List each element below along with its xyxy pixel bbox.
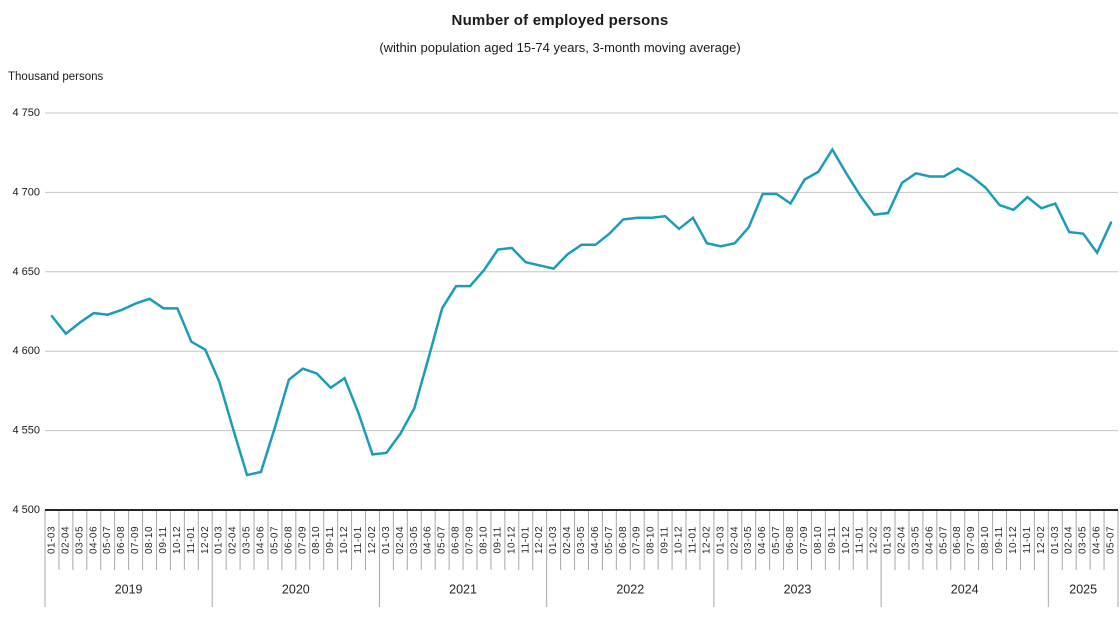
month-tick-label: 10-12 [172, 526, 183, 554]
month-tick-label: 12-02 [869, 526, 880, 554]
month-tick-label: 10-12 [841, 526, 852, 554]
month-tick-label: 01-03 [381, 526, 392, 554]
month-tick-label: 03-05 [576, 526, 587, 554]
month-tick-label: 04-06 [924, 526, 935, 554]
employment-line-series [50, 147, 1113, 477]
month-tick-label: 06-08 [618, 526, 629, 554]
month-tick-label: 06-08 [116, 526, 127, 554]
month-tick-label: 05-07 [604, 526, 615, 554]
y-tick-label: 4 600 [12, 345, 40, 357]
month-tick-label: 03-05 [1078, 526, 1089, 554]
month-tick-label: 08-10 [144, 526, 155, 554]
month-tick-label: 04-06 [590, 526, 601, 554]
month-tick-label: 07-09 [297, 526, 308, 554]
month-tick-label: 05-07 [437, 526, 448, 554]
month-tick-label: 09-11 [994, 526, 1005, 553]
month-tick-label: 12-02 [701, 526, 712, 554]
month-tick-label: 03-05 [409, 526, 420, 554]
month-tick-label: 12-02 [367, 526, 378, 554]
month-tick-label: 05-07 [1106, 526, 1117, 554]
month-tick-label: 10-12 [674, 526, 685, 554]
month-tick-label: 10-12 [339, 526, 350, 554]
month-tick-label: 09-11 [158, 526, 169, 553]
y-tick-label: 4 500 [12, 504, 40, 516]
month-tick-label: 06-08 [283, 526, 294, 554]
month-tick-label: 03-05 [74, 526, 85, 554]
month-tick-label: 07-09 [130, 526, 141, 554]
month-tick-label: 12-02 [200, 526, 211, 554]
month-tick-label: 06-08 [952, 526, 963, 554]
month-tick-label: 03-05 [242, 526, 253, 554]
month-tick-label: 01-03 [46, 526, 57, 554]
month-tick-label: 02-04 [60, 526, 71, 554]
month-tick-label: 09-11 [660, 526, 671, 553]
month-tick-label: 11-01 [520, 526, 531, 553]
chart-title: Number of employed persons [451, 12, 669, 29]
year-label: 2021 [449, 583, 477, 597]
month-tick-label: 11-01 [855, 526, 866, 553]
month-tick-label: 10-12 [506, 526, 517, 554]
month-tick-label: 11-01 [1022, 526, 1033, 553]
year-label: 2022 [616, 583, 644, 597]
month-tick-label: 04-06 [255, 526, 266, 554]
y-axis-unit-label: Thousand persons [8, 71, 104, 83]
month-tick-label: 07-09 [632, 526, 643, 554]
month-tick-label: 08-10 [980, 526, 991, 554]
y-tick-label: 4 750 [12, 107, 40, 119]
month-tick-label: 02-04 [1064, 526, 1075, 554]
year-label: 2020 [282, 583, 310, 597]
month-tick-label: 01-03 [1050, 526, 1061, 554]
month-tick-label: 01-03 [548, 526, 559, 554]
month-tick-label: 11-01 [687, 526, 698, 553]
month-tick-label: 01-03 [214, 526, 225, 554]
year-label: 2025 [1069, 583, 1097, 597]
chart-subtitle: (within population aged 15-74 years, 3-m… [379, 40, 741, 55]
month-tick-label: 02-04 [395, 526, 406, 554]
month-tick-label: 06-08 [785, 526, 796, 554]
month-tick-label: 05-07 [771, 526, 782, 554]
month-tick-label: 08-10 [813, 526, 824, 554]
month-tick-label: 02-04 [228, 526, 239, 554]
y-tick-label: 4 700 [12, 186, 40, 198]
month-tick-label: 05-07 [938, 526, 949, 554]
month-tick-label: 06-08 [451, 526, 462, 554]
year-label: 2019 [115, 583, 143, 597]
month-tick-label: 07-09 [966, 526, 977, 554]
y-tick-label: 4 650 [12, 266, 40, 278]
month-tick-label: 12-02 [534, 526, 545, 554]
month-tick-label: 07-09 [465, 526, 476, 554]
month-tick-label: 03-05 [910, 526, 921, 554]
month-tick-label: 05-07 [269, 526, 280, 554]
month-tick-label: 09-11 [492, 526, 503, 553]
month-tick-label: 09-11 [325, 526, 336, 553]
month-tick-label: 04-06 [1092, 526, 1103, 554]
month-tick-label: 02-04 [897, 526, 908, 554]
month-tick-label: 05-07 [102, 526, 113, 554]
month-tick-label: 04-06 [757, 526, 768, 554]
month-tick-label: 08-10 [478, 526, 489, 554]
month-tick-label: 01-03 [883, 526, 894, 554]
year-label: 2024 [951, 583, 979, 597]
month-tick-label: 01-03 [715, 526, 726, 554]
month-tick-label: 04-06 [423, 526, 434, 554]
month-tick-label: 02-04 [729, 526, 740, 554]
month-tick-label: 08-10 [311, 526, 322, 554]
month-tick-label: 03-05 [743, 526, 754, 554]
month-tick-label: 10-12 [1008, 526, 1019, 554]
month-tick-label: 11-01 [186, 526, 197, 553]
year-label: 2023 [784, 583, 812, 597]
y-tick-label: 4 550 [12, 425, 40, 437]
month-tick-label: 02-04 [562, 526, 573, 554]
month-tick-label: 11-01 [353, 526, 364, 553]
month-tick-label: 12-02 [1036, 526, 1047, 554]
month-tick-label: 07-09 [799, 526, 810, 554]
month-tick-label: 09-11 [827, 526, 838, 553]
month-tick-label: 08-10 [646, 526, 657, 554]
month-tick-label: 04-06 [88, 526, 99, 554]
